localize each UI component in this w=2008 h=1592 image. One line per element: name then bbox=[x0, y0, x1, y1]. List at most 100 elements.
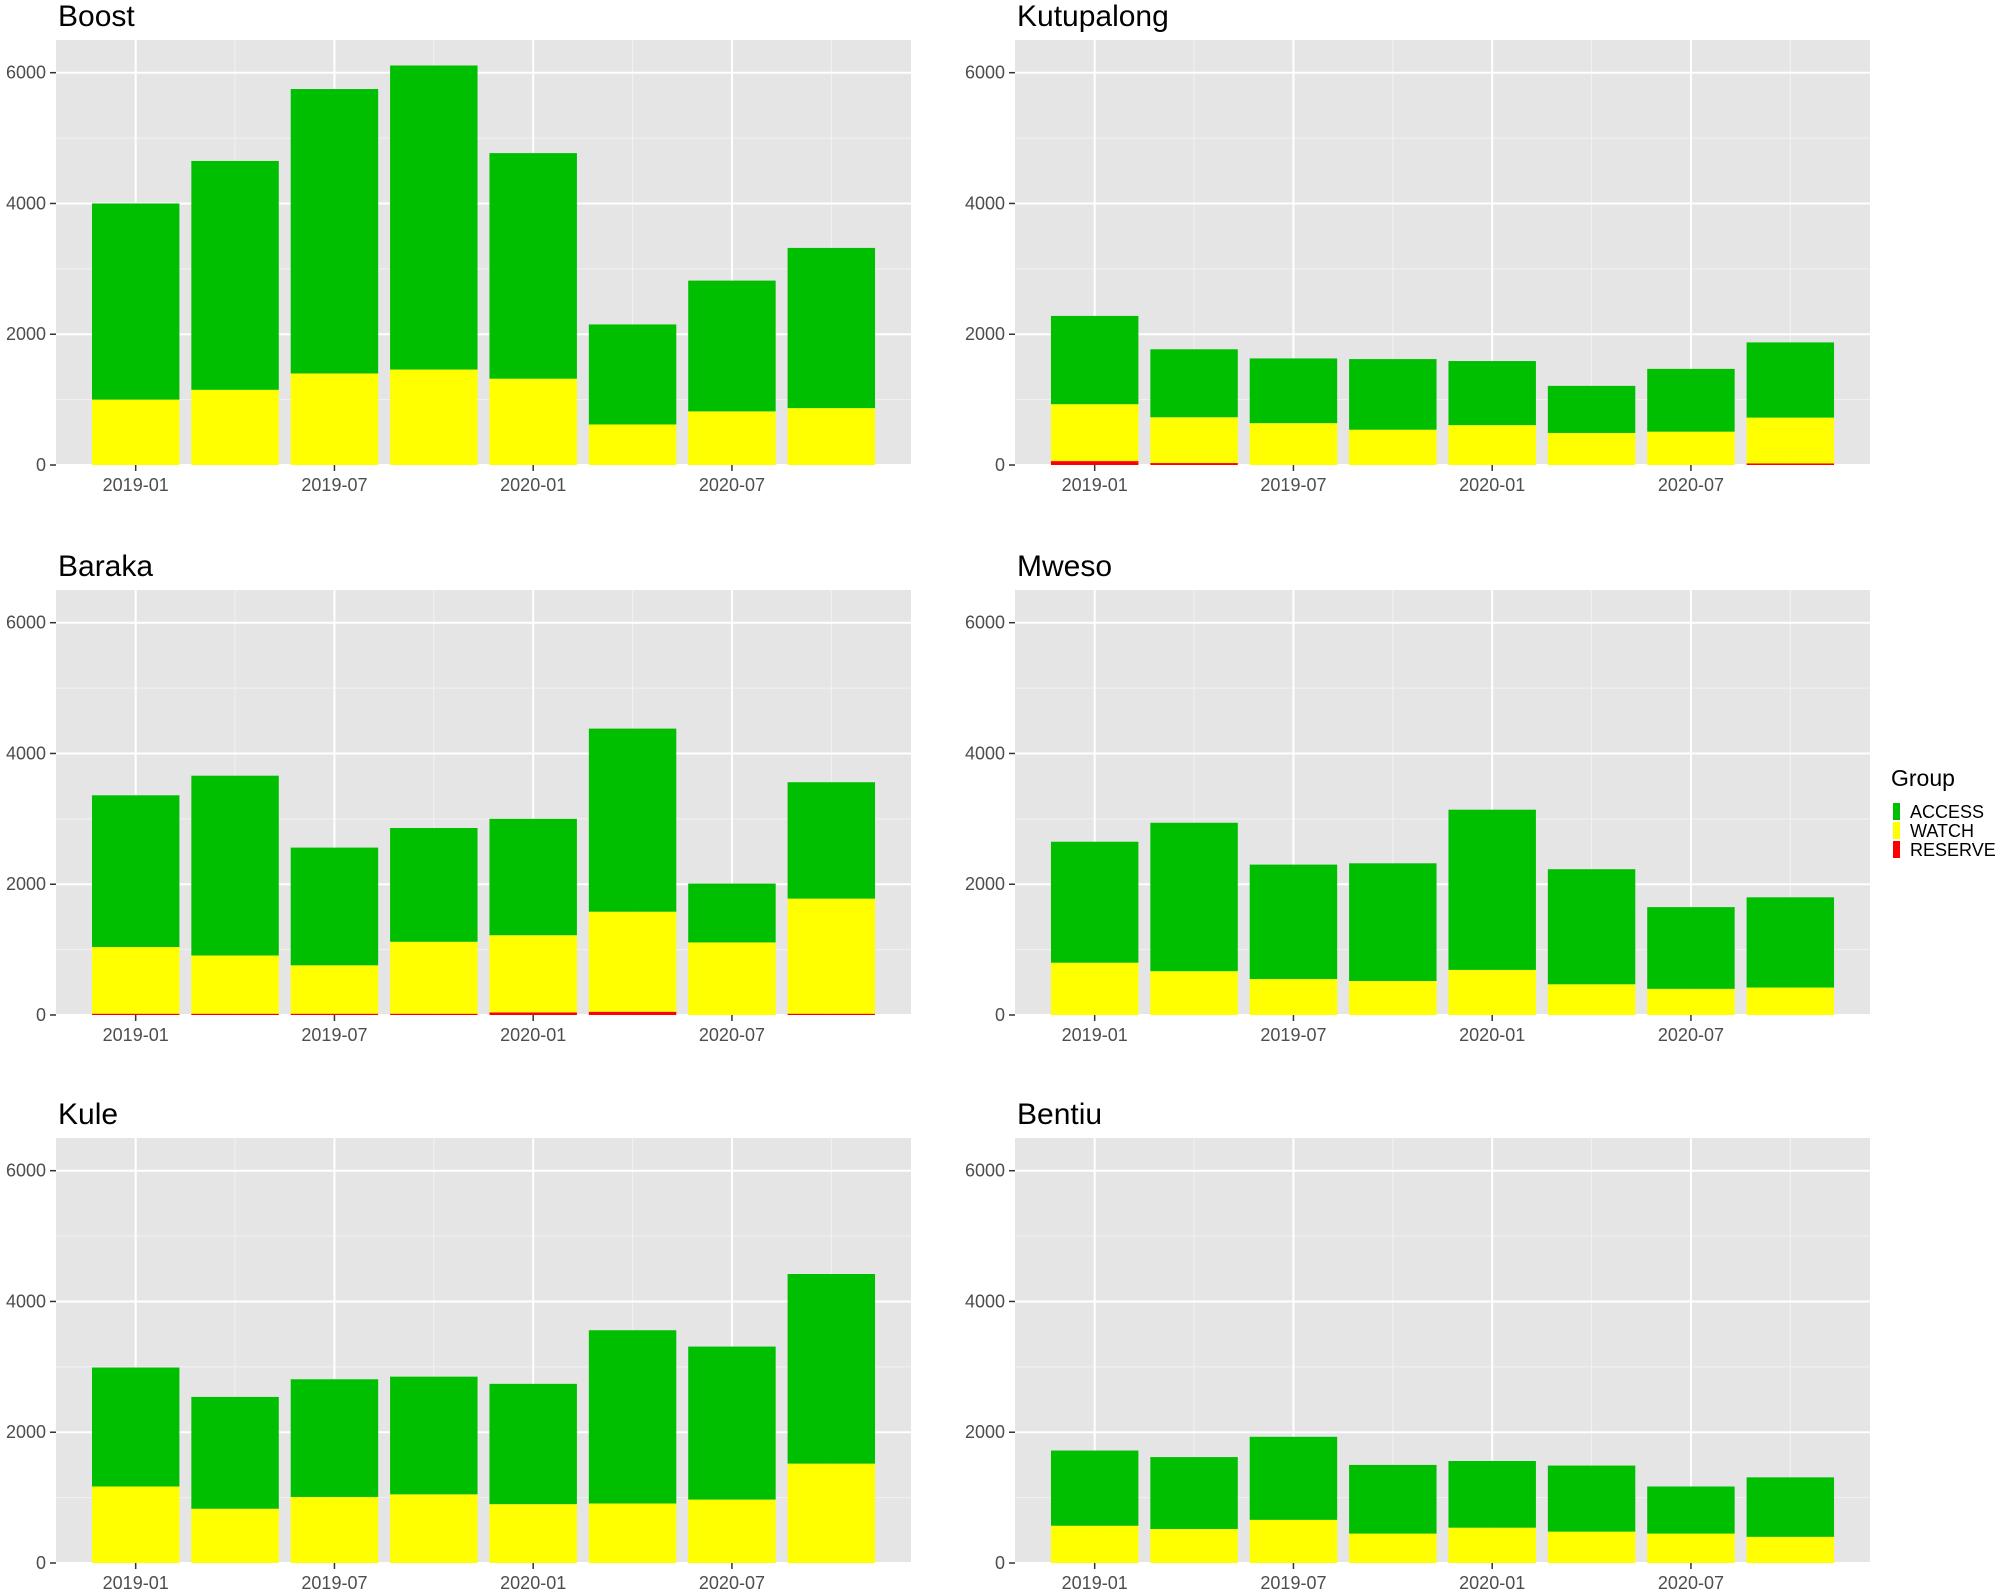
bar-segment-reserve bbox=[588, 1011, 677, 1015]
y-tick-label: 0 bbox=[36, 1553, 46, 1573]
x-tick-label: 2019-01 bbox=[1062, 475, 1128, 495]
bar-segment-access bbox=[290, 89, 379, 374]
y-tick-label: 6000 bbox=[965, 613, 1005, 633]
bar-segment-watch bbox=[787, 898, 876, 1014]
bar-segment-watch bbox=[688, 411, 776, 465]
x-tick-label: 2020-01 bbox=[1459, 1573, 1525, 1592]
bar-segment-watch bbox=[787, 1463, 876, 1563]
panel-kule: Kule 0 2000 4000 6000 2019-01 2019-07 2020-01 20… bbox=[6, 1098, 911, 1592]
panel-title: Kutupalong bbox=[1017, 0, 1169, 33]
bar-segment-reserve bbox=[91, 1013, 180, 1015]
bar-segment-access bbox=[1746, 342, 1835, 418]
bar-segment-watch bbox=[588, 424, 677, 465]
bar-segment-access bbox=[1547, 869, 1636, 985]
bar-segment-access bbox=[787, 782, 876, 899]
panel-background bbox=[56, 590, 911, 1015]
bar-segment-watch bbox=[91, 1486, 180, 1563]
bar-segment-access bbox=[1547, 1465, 1636, 1532]
bar-segment-access bbox=[787, 247, 876, 409]
y-tick-label: 4000 bbox=[6, 1291, 46, 1311]
bar-segment-watch bbox=[390, 369, 478, 465]
y-tick-label: 2000 bbox=[965, 324, 1005, 344]
bar-segment-access bbox=[1746, 1477, 1835, 1537]
bar-segment-access bbox=[1647, 907, 1735, 989]
y-tick-label: 4000 bbox=[965, 743, 1005, 763]
panel-background bbox=[56, 1138, 911, 1563]
bar-segment-watch bbox=[1249, 1519, 1338, 1563]
bar-segment-access bbox=[688, 883, 776, 943]
bar-segment-reserve bbox=[191, 1013, 279, 1015]
x-tick-label: 2019-01 bbox=[1062, 1025, 1128, 1045]
bar-segment-reserve bbox=[1050, 461, 1139, 465]
bar-segment-access bbox=[489, 818, 577, 936]
x-tick-label: 2020-07 bbox=[699, 475, 765, 495]
bar-segment-access bbox=[588, 324, 677, 425]
bar-segment-access bbox=[588, 1330, 677, 1504]
bar-segment-watch bbox=[1647, 988, 1735, 1015]
y-tick-label: 0 bbox=[995, 455, 1005, 475]
bar-segment-access bbox=[1647, 368, 1735, 432]
bar-segment-access bbox=[390, 828, 478, 942]
bar-segment-reserve bbox=[1150, 463, 1238, 465]
bar-segment-watch bbox=[1746, 1536, 1835, 1563]
y-tick-label: 4000 bbox=[6, 193, 46, 213]
bar-segment-watch bbox=[688, 1499, 776, 1563]
bar-segment-watch bbox=[588, 1503, 677, 1563]
bar-segment-watch bbox=[1547, 984, 1636, 1015]
bar-segment-access bbox=[191, 1396, 279, 1509]
y-tick-label: 2000 bbox=[965, 1422, 1005, 1442]
bar-segment-access bbox=[1050, 315, 1139, 405]
bar-segment-access bbox=[191, 775, 279, 956]
bar-segment-access bbox=[1249, 358, 1338, 424]
x-tick-label: 2019-07 bbox=[1260, 1573, 1326, 1592]
bar-segment-watch bbox=[489, 1504, 577, 1563]
bar-segment-watch bbox=[1547, 432, 1636, 465]
y-tick-label: 0 bbox=[995, 1553, 1005, 1573]
x-tick-label: 2019-07 bbox=[301, 1573, 367, 1592]
legend-label: RESERVE bbox=[1910, 840, 1996, 860]
bar-segment-access bbox=[1547, 385, 1636, 433]
bar-segment-access bbox=[91, 203, 180, 400]
bar-segment-watch bbox=[1249, 979, 1338, 1015]
bar-segment-watch bbox=[588, 911, 677, 1012]
x-tick-label: 2019-01 bbox=[103, 475, 169, 495]
bar-segment-watch bbox=[1349, 429, 1437, 465]
bar-segment-access bbox=[1150, 1457, 1238, 1529]
y-tick-label: 0 bbox=[36, 1005, 46, 1025]
panel-title: Bentiu bbox=[1017, 1098, 1102, 1131]
bar-segment-watch bbox=[1746, 987, 1835, 1015]
bar-segment-watch bbox=[1448, 425, 1536, 465]
bar-segment-access bbox=[390, 65, 478, 370]
bar-segment-watch bbox=[1150, 971, 1238, 1015]
bar-segment-watch bbox=[290, 1496, 379, 1563]
x-tick-label: 2020-07 bbox=[1658, 475, 1724, 495]
x-tick-label: 2019-07 bbox=[1260, 475, 1326, 495]
y-tick-label: 2000 bbox=[6, 874, 46, 894]
x-tick-label: 2020-07 bbox=[1658, 1025, 1724, 1045]
bar-segment-watch bbox=[1150, 1529, 1238, 1563]
bar-segment-access bbox=[1448, 809, 1536, 970]
bar-segment-reserve bbox=[787, 1013, 876, 1015]
panel-boost: Boost 0 2000 4000 6000 2019-01 2019-07 2020-01 2… bbox=[6, 0, 911, 495]
bar-segment-watch bbox=[191, 1508, 279, 1563]
bar-segment-access bbox=[290, 1379, 379, 1497]
x-tick-label: 2019-07 bbox=[1260, 1025, 1326, 1045]
bar-segment-watch bbox=[1249, 423, 1338, 465]
y-tick-label: 0 bbox=[995, 1005, 1005, 1025]
panel-background bbox=[1015, 40, 1870, 465]
legend-key-reserve bbox=[1893, 841, 1900, 858]
x-tick-label: 2020-07 bbox=[699, 1025, 765, 1045]
y-tick-label: 6000 bbox=[6, 63, 46, 83]
legend-key-watch bbox=[1893, 822, 1900, 839]
bar-segment-access bbox=[1050, 841, 1139, 963]
bar-segment-watch bbox=[290, 373, 379, 465]
panel-background bbox=[1015, 590, 1870, 1015]
bar-segment-access bbox=[1349, 863, 1437, 981]
bar-segment-watch bbox=[1647, 1533, 1735, 1563]
bar-segment-access bbox=[1448, 1461, 1536, 1528]
bar-segment-access bbox=[1448, 361, 1536, 426]
x-tick-label: 2020-07 bbox=[1658, 1573, 1724, 1592]
y-tick-label: 4000 bbox=[6, 743, 46, 763]
bar-segment-watch bbox=[191, 955, 279, 1014]
